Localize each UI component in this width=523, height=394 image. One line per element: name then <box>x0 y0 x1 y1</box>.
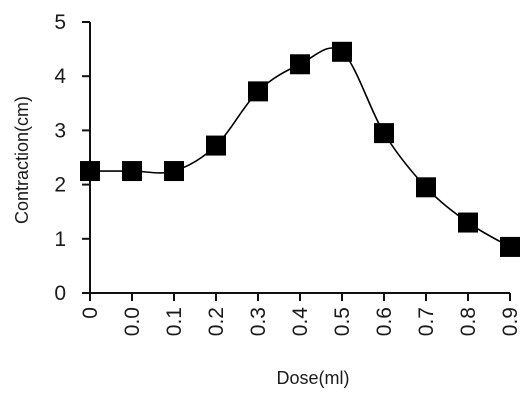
data-point-marker <box>332 41 352 62</box>
x-tick-label: 0.7 <box>415 307 438 336</box>
data-point-marker <box>80 161 100 182</box>
series-line <box>90 47 511 248</box>
y-tick-label: 4 <box>54 65 66 88</box>
axes <box>82 21 511 301</box>
data-point-marker <box>416 177 436 198</box>
x-tick-label: 0.6 <box>373 307 396 336</box>
x-tick-label: 0.4 <box>289 307 312 337</box>
x-tick-label: 0.5 <box>331 307 354 336</box>
data-point-marker <box>458 212 478 233</box>
data-point-marker <box>248 81 268 102</box>
data-point-marker <box>500 236 520 257</box>
x-tick-label: 0.2 <box>205 307 228 336</box>
data-point-marker <box>164 161 184 182</box>
x-tick-label: 0 <box>79 307 102 319</box>
y-tick-label: 0 <box>54 282 66 305</box>
data-point-marker <box>206 135 226 156</box>
series-line-layer <box>90 47 511 248</box>
tick-labels: 0 1 2 3 4 5 0 0.0 0.1 0.2 0.3 0.4 0.5 0.6 0.7 0.8 0.9 <box>54 11 522 336</box>
x-tick-label: 0.1 <box>163 307 186 336</box>
x-tick-label: 0.9 <box>499 307 522 336</box>
data-point-marker <box>122 161 142 182</box>
y-tick-label: 2 <box>54 174 66 197</box>
data-point-marker <box>374 123 394 144</box>
x-tick-label: 0.3 <box>247 307 270 336</box>
y-tick-label: 1 <box>54 228 66 251</box>
y-tick-label: 3 <box>54 119 66 142</box>
y-tick-label: 5 <box>54 11 66 34</box>
x-axis-title: Dose(ml) <box>276 368 349 388</box>
series-markers <box>80 41 520 257</box>
x-tick-label: 0.8 <box>457 307 480 336</box>
x-tick-label: 0.0 <box>121 307 144 336</box>
y-axis-title: Contraction(cm) <box>12 96 32 224</box>
data-point-marker <box>290 54 310 75</box>
